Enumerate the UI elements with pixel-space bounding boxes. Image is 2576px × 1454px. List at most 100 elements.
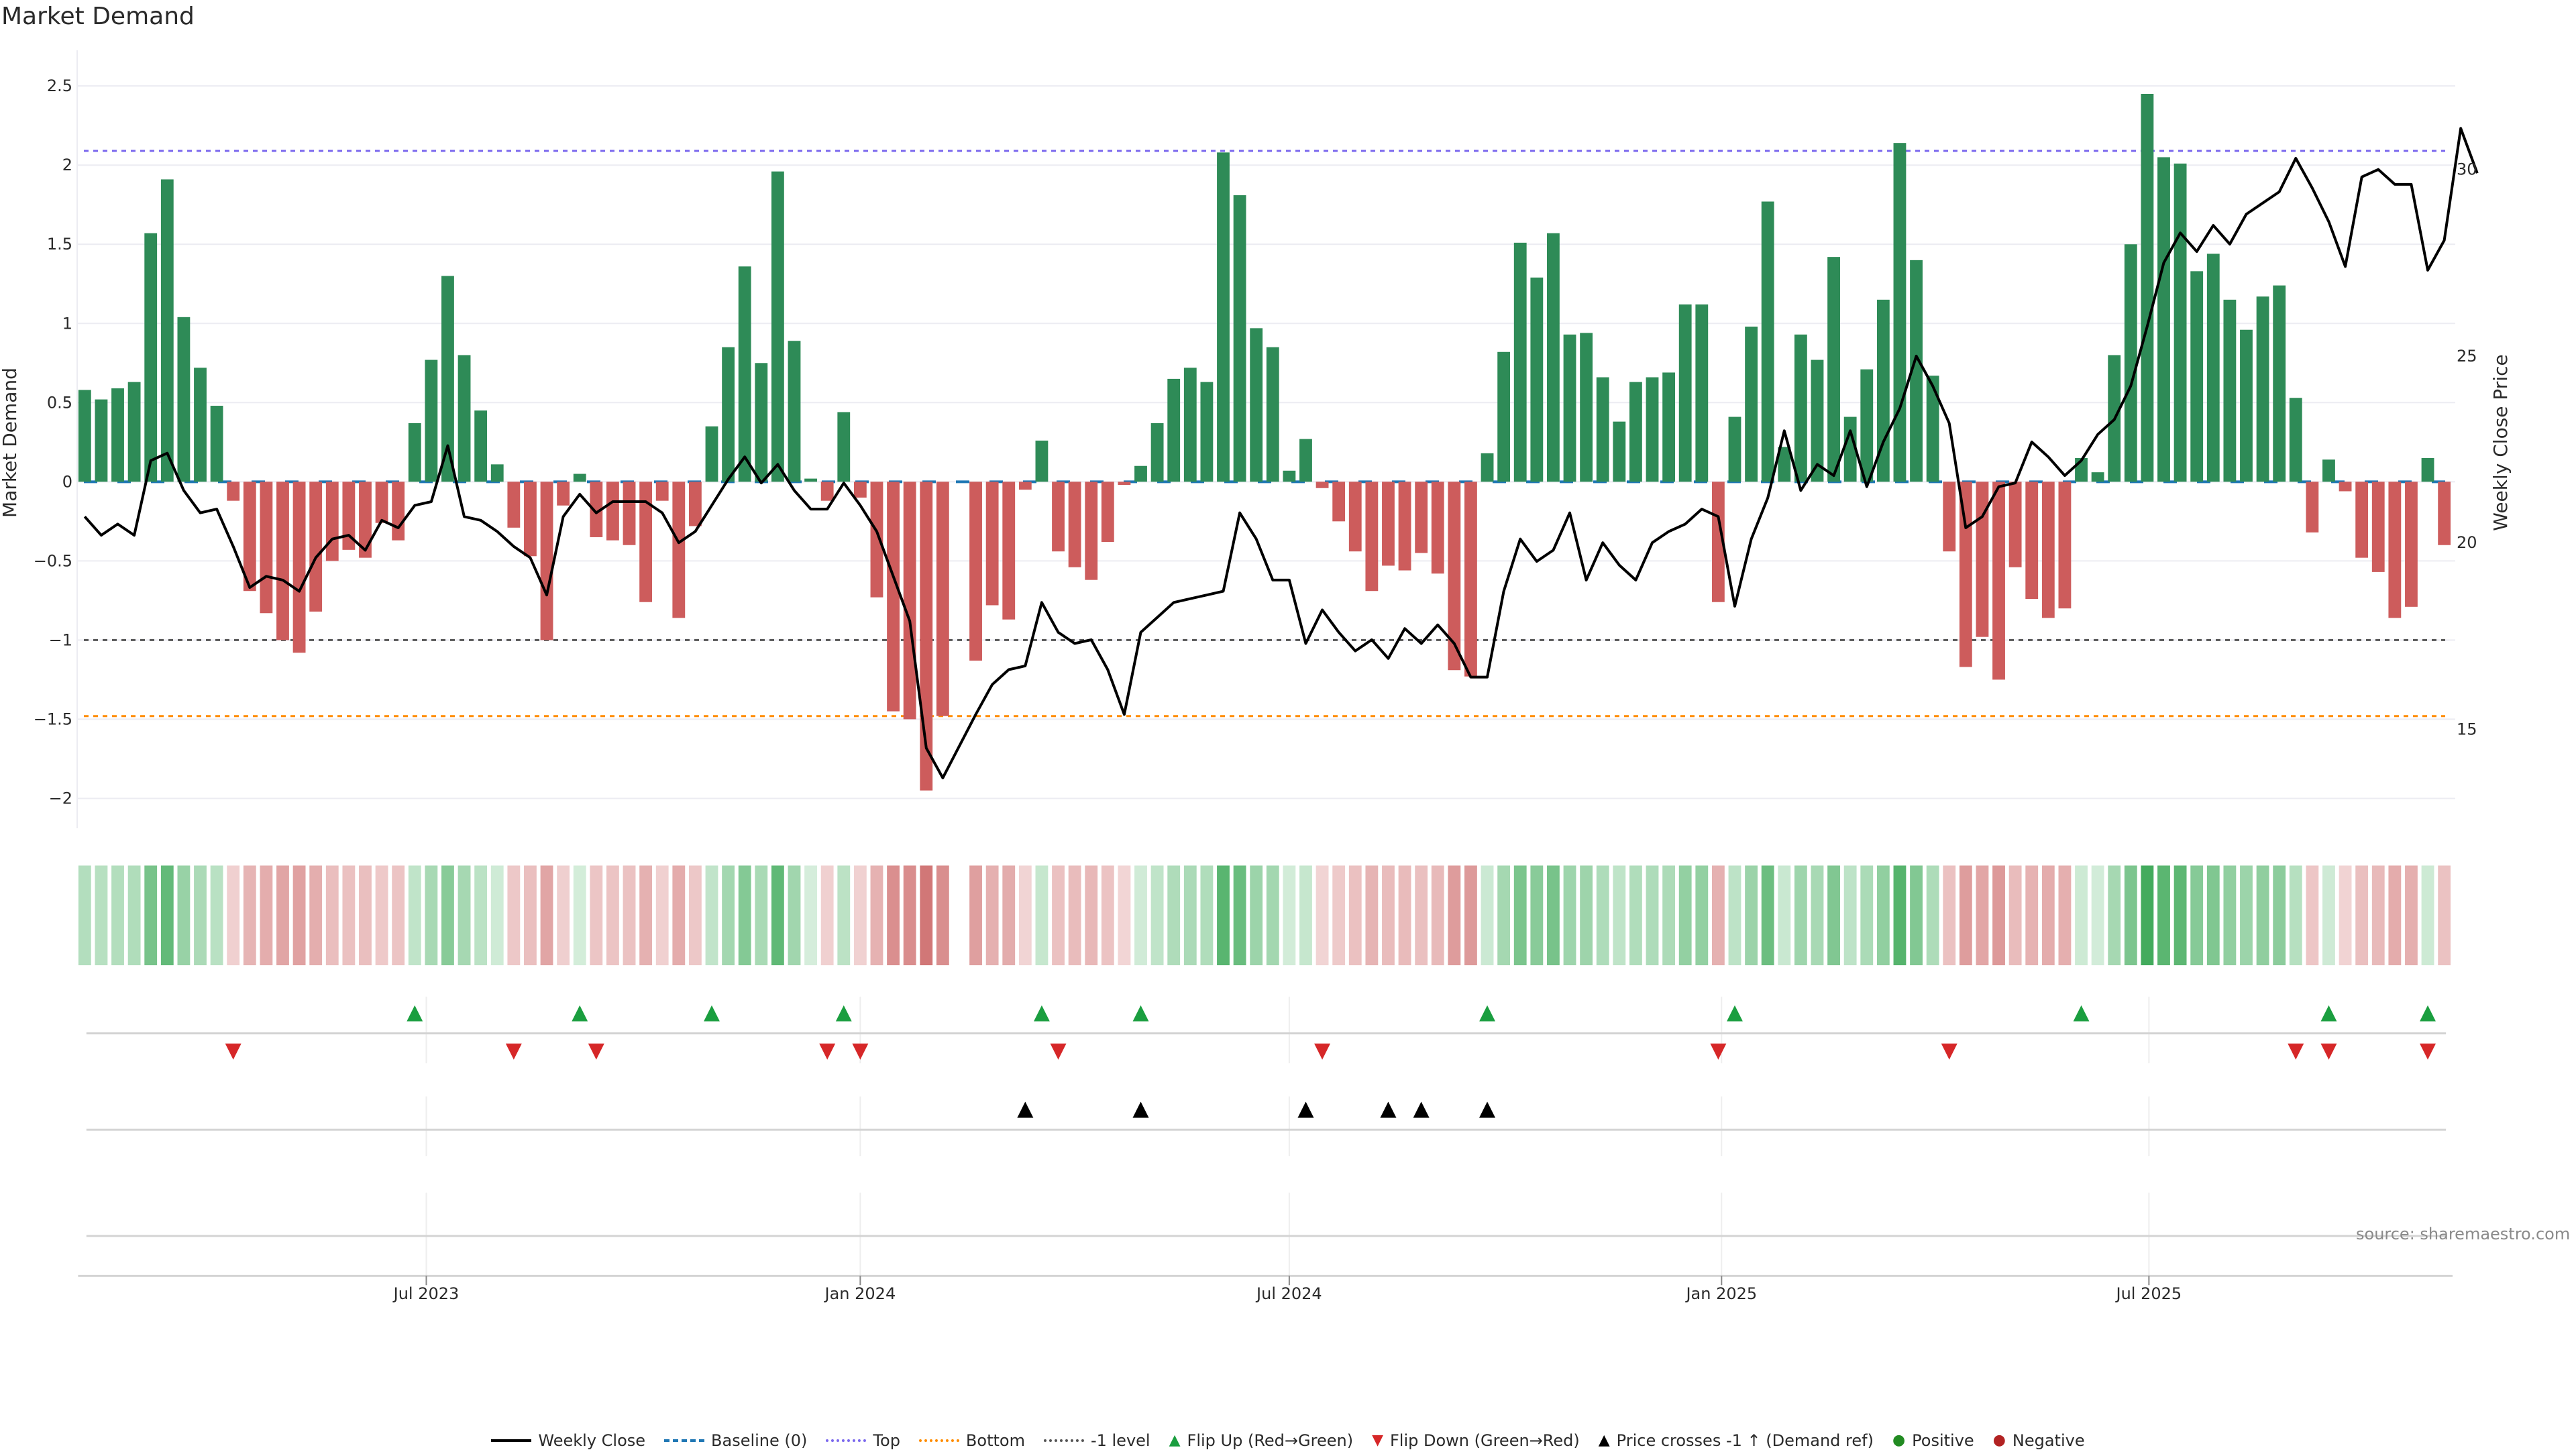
heat-cell (1910, 865, 1923, 966)
demand-bar (1827, 257, 1840, 482)
demand-bar (1513, 242, 1527, 482)
y2-tick-label: 20 (2457, 533, 2477, 552)
demand-bar (1976, 482, 1989, 637)
flip-up-marker (572, 1005, 588, 1021)
legend-item[interactable]: ● Negative (1993, 1431, 2085, 1450)
demand-bar (1382, 482, 1395, 566)
heat-cell (1217, 865, 1230, 966)
demand-bar (260, 482, 273, 614)
price-cross-marker (1132, 1101, 1149, 1118)
heat-cell (2206, 865, 2220, 966)
legend-item[interactable]: Bottom (918, 1431, 1025, 1450)
heat-cell (2240, 865, 2253, 966)
heat-cell (1101, 865, 1114, 966)
chart: 2.5 2 1.5 1 0.5 0 −0.5 −1 −1.5 −2 30 25 20 15 Market… (0, 50, 2512, 1303)
demand-bar (524, 482, 537, 557)
demand-bar (1464, 482, 1477, 677)
heat-cell (1266, 865, 1279, 966)
demand-bar (78, 390, 91, 482)
legend-item[interactable]: Weekly Close (491, 1431, 645, 1450)
demand-bar (722, 347, 735, 482)
demand-bar (2124, 244, 2137, 482)
demand-bar (1398, 482, 1411, 571)
demand-bar (1266, 347, 1279, 482)
demand-bar (738, 266, 751, 482)
flip-down-marker (819, 1043, 836, 1060)
legend-item[interactable]: ▲ Flip Up (Red→Green) (1169, 1431, 1353, 1450)
legend-item[interactable]: ▲ Price crosses -1 ↑ (Demand ref) (1599, 1431, 1874, 1450)
demand-bar (1316, 482, 1329, 488)
legend-item[interactable]: Top (826, 1431, 900, 1450)
demand-bar (1662, 372, 1676, 482)
y-tick-label: 1 (62, 314, 72, 333)
demand-bar (771, 171, 784, 482)
legend-line-swatch (1043, 1439, 1084, 1442)
heat-cell (1596, 865, 1609, 966)
heat-cell (1200, 865, 1214, 966)
heat-cell (1431, 865, 1444, 966)
heat-cell (688, 865, 702, 966)
legend-item[interactable]: ▼ Flip Down (Green→Red) (1372, 1431, 1580, 1450)
demand-bar (1629, 382, 1642, 482)
heat-cell (1563, 865, 1576, 966)
flip-up-marker (2420, 1005, 2436, 1021)
price-cross-marker (1380, 1101, 1397, 1118)
legend-item[interactable]: Baseline (0) (664, 1431, 807, 1450)
heat-cell (557, 865, 570, 966)
heat-cell (425, 865, 438, 966)
heat-cell (458, 865, 471, 966)
heat-cell (1580, 865, 1593, 966)
demand-bar (837, 412, 851, 482)
heat-cell (2405, 865, 2418, 966)
heat-cell (655, 865, 669, 966)
flip-down-marker (1941, 1043, 1957, 1060)
legend: Weekly Close Baseline (0) Top Bottom -1 leve… (0, 1427, 2576, 1454)
legend-label: Price crosses -1 ↑ (Demand ref) (1616, 1431, 1874, 1450)
heat-cell (1316, 865, 1329, 966)
heat-cell (1068, 865, 1081, 966)
demand-bar (936, 482, 949, 716)
demand-bar (1695, 304, 1709, 482)
demand-bar (1530, 277, 1544, 482)
legend-item[interactable]: ● Positive (1892, 1431, 1974, 1450)
heat-cell (177, 865, 191, 966)
heat-cell (524, 865, 537, 966)
demand-bar (1233, 195, 1246, 482)
demand-bar (177, 317, 191, 482)
heat-cell (1481, 865, 1494, 966)
heat-cell (2008, 865, 2022, 966)
demand-bar (870, 482, 883, 598)
demand-bar (2289, 398, 2302, 482)
heat-cell (1827, 865, 1840, 966)
heat-cell (804, 865, 817, 966)
flip-down-marker (588, 1043, 604, 1060)
heat-cell (2306, 865, 2319, 966)
legend-line-swatch (491, 1439, 532, 1442)
heat-cell (309, 865, 323, 966)
heat-cell (2289, 865, 2302, 966)
demand-bar (688, 482, 702, 526)
y-tick-label: 1.5 (47, 235, 72, 254)
demand-bar (1134, 465, 1147, 482)
legend-item[interactable]: -1 level (1043, 1431, 1150, 1450)
heat-cell (1976, 865, 1989, 966)
legend-label: Top (873, 1431, 900, 1450)
heat-cell (1018, 865, 1032, 966)
heat-cell (2322, 865, 2335, 966)
heat-cell (1728, 865, 1741, 966)
heat-cell (853, 865, 867, 966)
demand-bar (788, 341, 801, 482)
heat-cell (2025, 865, 2039, 966)
demand-bar (639, 482, 653, 602)
heat-cell (2256, 865, 2269, 966)
heat-cell (1794, 865, 1807, 966)
heat-cell (210, 865, 223, 966)
demand-bar (194, 368, 207, 482)
flip-down-marker (2288, 1043, 2304, 1060)
heat-cell (1150, 865, 1164, 966)
heat-cell (1035, 865, 1049, 966)
flip-down-marker (225, 1043, 241, 1060)
heat-cell (194, 865, 207, 966)
heat-cell (1695, 865, 1709, 966)
heat-cell (1348, 865, 1362, 966)
